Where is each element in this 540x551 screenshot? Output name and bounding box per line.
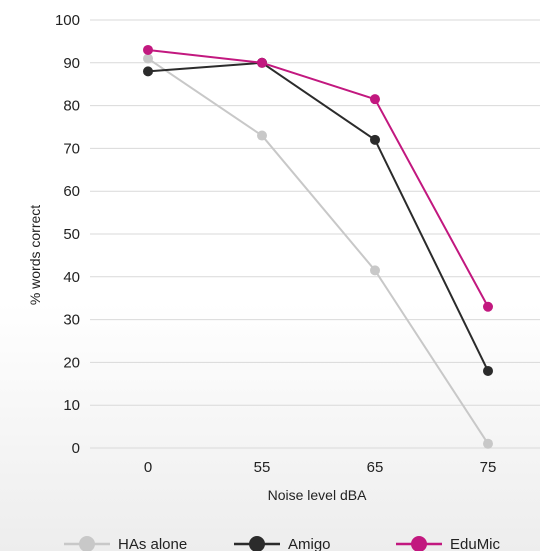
legend: HAs alone Amigo EduMic — [64, 536, 501, 551]
y-tick-label: 60 — [63, 183, 80, 200]
data-point — [143, 66, 153, 77]
y-tick-label: 10 — [63, 397, 80, 414]
y-tick-label: 90 — [63, 55, 80, 72]
data-point — [257, 130, 267, 141]
data-point — [483, 438, 493, 449]
legend-label: HAs alone — [118, 536, 187, 551]
legend-item: EduMic — [396, 536, 501, 551]
x-tick-label: 75 — [480, 459, 497, 476]
legend-swatch-marker — [79, 536, 95, 551]
series — [143, 44, 493, 449]
y-tick-label: 40 — [63, 269, 80, 286]
data-point — [370, 94, 380, 105]
x-tick-label: 65 — [367, 459, 384, 476]
data-point — [257, 57, 267, 68]
x-tick-labels: 0 55 65 75 — [144, 459, 497, 476]
data-point — [143, 53, 153, 64]
y-tick-label: 80 — [63, 98, 80, 115]
y-tick-label: 20 — [63, 354, 80, 371]
y-tick-label: 30 — [63, 312, 80, 329]
legend-label: Amigo — [288, 536, 331, 551]
y-axis-title: % words correct — [27, 205, 43, 305]
y-tick-label: 70 — [63, 140, 80, 157]
legend-item: HAs alone — [64, 536, 187, 551]
series-line — [147, 57, 489, 445]
x-tick-label: 0 — [144, 459, 152, 476]
series-line — [147, 48, 489, 308]
data-point — [483, 301, 493, 312]
data-point — [143, 44, 153, 55]
series-line — [147, 61, 489, 372]
data-point — [370, 134, 380, 145]
legend-swatch-marker — [249, 536, 265, 551]
series-edumic — [143, 44, 493, 312]
y-tick-label: 0 — [72, 440, 80, 457]
data-point — [370, 265, 380, 276]
data-point — [483, 365, 493, 376]
y-tick-labels: 0 10 20 30 40 50 60 70 80 90 100 — [55, 12, 80, 457]
gridlines — [90, 19, 540, 449]
y-tick-label: 100 — [55, 12, 80, 29]
x-tick-label: 55 — [254, 459, 271, 476]
series-has-alone — [143, 53, 493, 449]
x-axis-title: Noise level dBA — [268, 487, 367, 503]
y-tick-label: 50 — [63, 226, 80, 243]
legend-label: EduMic — [450, 536, 501, 551]
legend-item: Amigo — [234, 536, 331, 551]
legend-swatch-marker — [411, 536, 427, 551]
